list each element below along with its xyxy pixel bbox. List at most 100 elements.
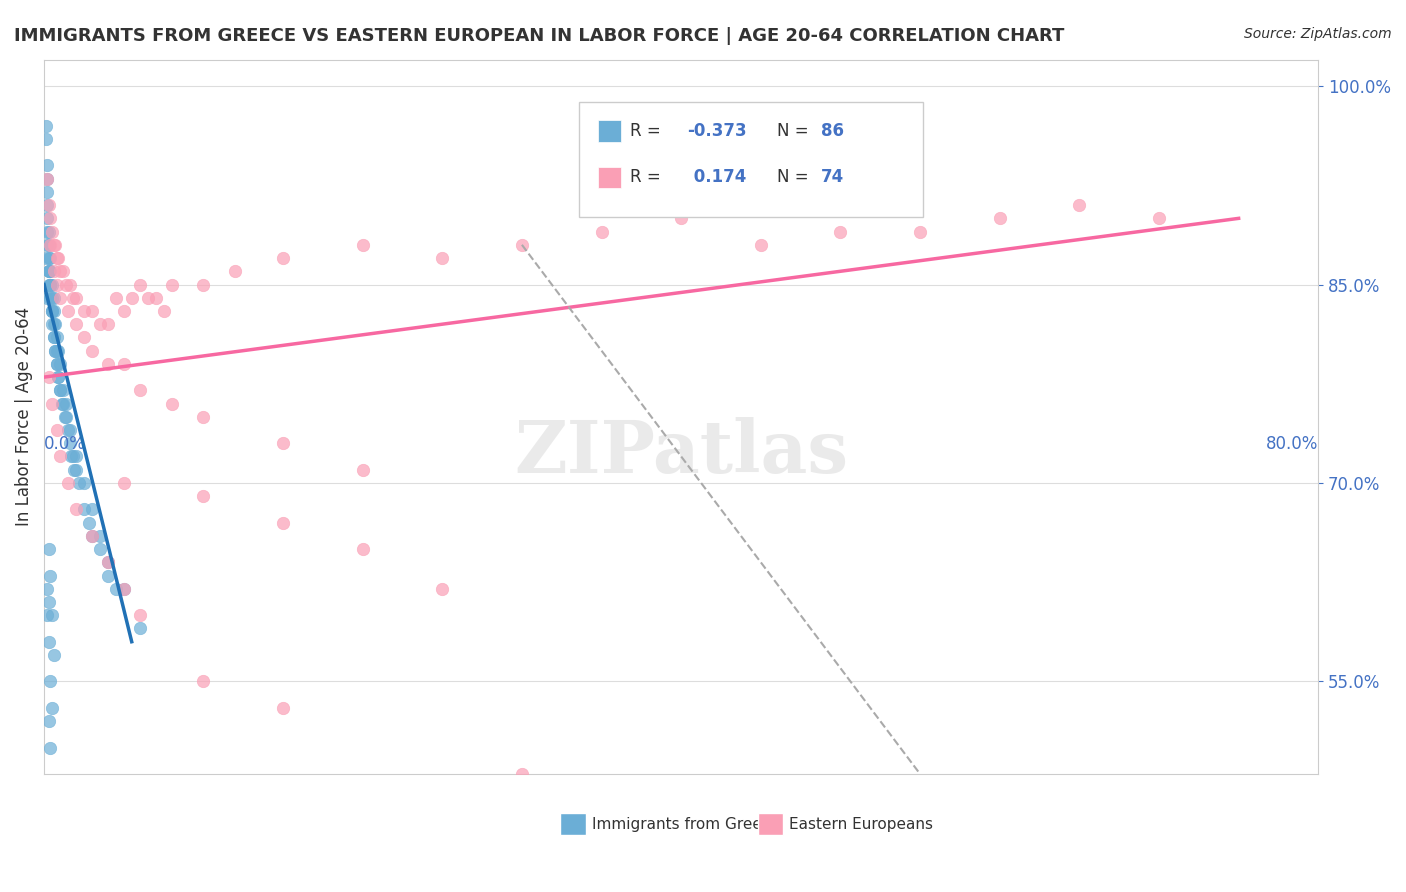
- Point: [42, 317, 65, 331]
- Point: [73, 304, 96, 318]
- Point: [37, 608, 59, 623]
- Point: [38, 634, 60, 648]
- Point: [271, 516, 294, 530]
- Point: [160, 396, 183, 410]
- Point: [432, 582, 454, 596]
- Point: [38, 237, 60, 252]
- Text: 0.174: 0.174: [688, 169, 747, 186]
- Point: [39, 251, 62, 265]
- Point: [39, 291, 62, 305]
- Point: [97, 555, 120, 569]
- Point: [65, 317, 87, 331]
- Point: [749, 237, 772, 252]
- Point: [128, 384, 150, 398]
- Point: [38, 370, 60, 384]
- Point: [128, 622, 150, 636]
- Point: [49, 291, 72, 305]
- Point: [145, 291, 167, 305]
- Point: [42, 330, 65, 344]
- Point: [42, 291, 65, 305]
- Point: [42, 330, 65, 344]
- Point: [73, 475, 96, 490]
- Point: [35, 119, 58, 133]
- Point: [41, 225, 63, 239]
- Point: [52, 384, 75, 398]
- Point: [80, 343, 103, 358]
- Point: [56, 423, 79, 437]
- Point: [38, 714, 60, 728]
- Point: [152, 304, 174, 318]
- Point: [73, 502, 96, 516]
- Point: [44, 237, 66, 252]
- Point: [44, 317, 66, 331]
- Point: [49, 384, 72, 398]
- Point: [62, 291, 84, 305]
- Point: [58, 436, 80, 450]
- Point: [128, 608, 150, 623]
- Point: [58, 277, 80, 292]
- Point: [41, 396, 63, 410]
- Point: [669, 211, 692, 226]
- Point: [63, 463, 86, 477]
- Point: [38, 264, 60, 278]
- Point: [45, 330, 67, 344]
- Point: [55, 396, 77, 410]
- Point: [224, 264, 246, 278]
- Point: [45, 357, 67, 371]
- Point: [97, 555, 120, 569]
- Point: [65, 502, 87, 516]
- Point: [65, 291, 87, 305]
- Point: [39, 237, 62, 252]
- Point: [56, 304, 79, 318]
- Point: [52, 396, 75, 410]
- Point: [38, 264, 60, 278]
- Text: N =: N =: [776, 169, 814, 186]
- Point: [42, 264, 65, 278]
- Point: [52, 264, 75, 278]
- Point: [38, 225, 60, 239]
- Point: [89, 529, 111, 543]
- Point: [39, 277, 62, 292]
- Text: 80.0%: 80.0%: [1265, 434, 1319, 452]
- Point: [112, 582, 135, 596]
- Text: 74: 74: [821, 169, 845, 186]
- Point: [128, 277, 150, 292]
- Point: [35, 132, 58, 146]
- Point: [39, 277, 62, 292]
- Point: [89, 542, 111, 557]
- Point: [42, 648, 65, 662]
- Point: [73, 330, 96, 344]
- Point: [112, 304, 135, 318]
- Bar: [758, 814, 783, 835]
- Point: [38, 264, 60, 278]
- Point: [908, 225, 931, 239]
- Point: [42, 304, 65, 318]
- Point: [112, 582, 135, 596]
- Point: [37, 198, 59, 212]
- Point: [37, 237, 59, 252]
- FancyBboxPatch shape: [579, 103, 924, 217]
- Point: [591, 225, 613, 239]
- Point: [53, 409, 76, 424]
- Point: [41, 304, 63, 318]
- Point: [80, 304, 103, 318]
- Point: [45, 277, 67, 292]
- Bar: [599, 167, 621, 188]
- Point: [39, 568, 62, 582]
- Bar: [599, 120, 621, 142]
- Point: [48, 370, 70, 384]
- Text: Immigrants from Greece: Immigrants from Greece: [592, 816, 780, 831]
- Point: [41, 317, 63, 331]
- Point: [1147, 211, 1170, 226]
- Point: [55, 409, 77, 424]
- Point: [41, 608, 63, 623]
- Point: [41, 304, 63, 318]
- Point: [41, 304, 63, 318]
- Point: [271, 701, 294, 715]
- Point: [41, 277, 63, 292]
- Point: [37, 582, 59, 596]
- Point: [37, 171, 59, 186]
- Point: [58, 423, 80, 437]
- Point: [97, 357, 120, 371]
- Point: [48, 343, 70, 358]
